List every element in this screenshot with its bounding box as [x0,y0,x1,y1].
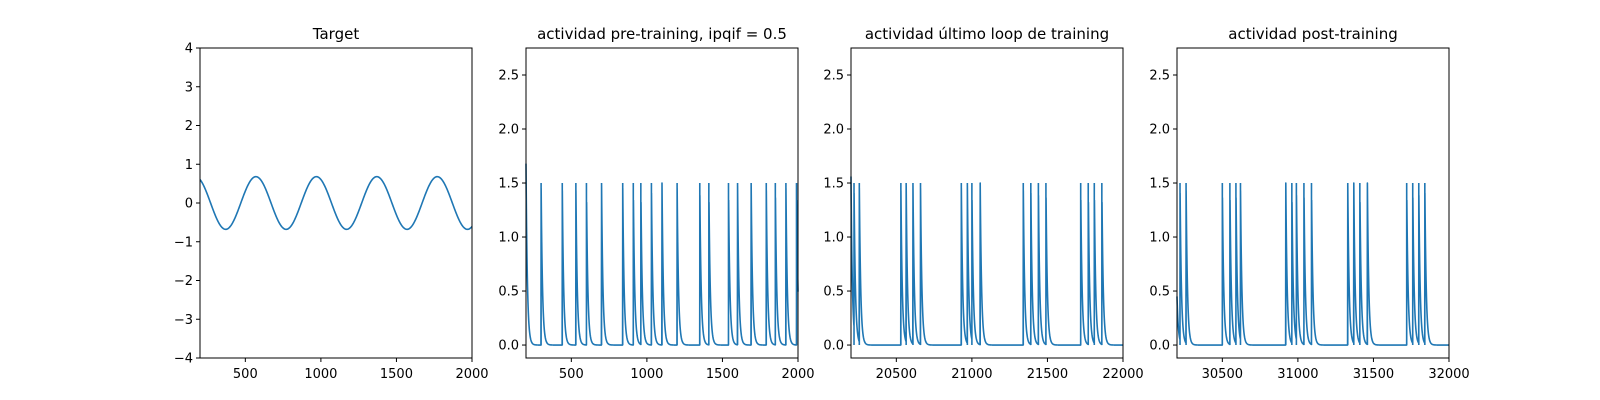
x-tick-label: 500 [559,367,584,382]
x-tick-label: 30500 [1202,367,1243,382]
panel-2: actividad pre-training, ipqif = 0.5 500 10… [498,25,814,382]
y-tick-label: 2 [185,119,193,134]
x-tick-label: 1000 [630,367,663,382]
y-tick-label: −2 [174,274,193,289]
y-tick-label: 0.0 [498,339,519,354]
panel-title: actividad post-training [1228,25,1397,43]
y-tick-label: 2.0 [823,123,844,138]
panel-title: actividad último loop de training [865,25,1109,43]
series-line [1176,182,1450,346]
x-tick-label: 22000 [1102,367,1143,382]
series-line [199,175,473,231]
x-tick-label: 32000 [1428,367,1469,382]
y-tick-label: −3 [174,313,193,328]
x-tick-label: 31500 [1353,367,1394,382]
x-tick-label: 1000 [304,367,337,382]
y-tick-label: 1 [185,158,193,173]
y-tick-label: 1.0 [823,231,844,246]
series-line [850,176,1124,346]
x-tick-label: 2000 [781,367,814,382]
x-tick-label: 21500 [1027,367,1068,382]
y-tick-label: 0.5 [498,285,519,300]
y-tick-label: 2.5 [823,69,844,84]
y-tick-label: 3 [185,80,193,95]
axes-frame [850,47,1124,359]
y-tick-label: 2.5 [498,69,519,84]
y-tick-label: 2.0 [1149,123,1170,138]
y-tick-label: 2.0 [498,123,519,138]
y-tick-label: 0.0 [1149,339,1170,354]
y-tick-label: 1.0 [498,231,519,246]
y-tick-label: 4 [185,42,193,57]
y-tick-label: 0.5 [1149,285,1170,300]
y-tick-label: −1 [174,235,193,250]
y-tick-label: 0.5 [823,285,844,300]
y-tick-label: 2.5 [1149,69,1170,84]
y-tick-label: 1.5 [823,177,844,192]
y-tick-label: 1.5 [498,177,519,192]
y-tick-label: 1.5 [1149,177,1170,192]
panel-title: actividad pre-training, ipqif = 0.5 [537,25,787,43]
y-tick-label: 1.0 [1149,231,1170,246]
x-tick-label: 1500 [706,367,739,382]
x-tick-label: 31000 [1277,367,1318,382]
x-tick-label: 21000 [951,367,992,382]
axes-frame [525,47,799,359]
axes-frame [1176,47,1450,359]
series-line [525,163,799,346]
y-tick-label: 0 [185,197,193,212]
panel-title: Target [312,25,360,43]
panel-1: Target 500 1000 1500 2000 −4 −3 −2 −1 0 1 2 3 4 [174,25,489,382]
x-tick-label: 500 [233,367,258,382]
x-tick-label: 20500 [876,367,917,382]
x-tick-label: 1500 [380,367,413,382]
y-tick-label: 0.0 [823,339,844,354]
y-tick-label: −4 [174,352,193,367]
panel-3: actividad último loop de training 20500 21… [823,25,1143,382]
panel-4: actividad post-training 30500 31000 31500 32… [1149,25,1469,382]
x-tick-label: 2000 [455,367,488,382]
